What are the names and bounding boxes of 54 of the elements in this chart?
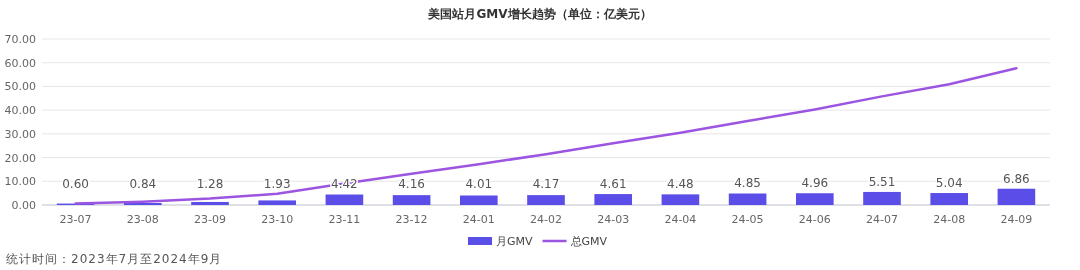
x-tick-label: 24-07 — [866, 213, 898, 226]
bar — [594, 194, 633, 205]
x-tick-label: 23-11 — [328, 213, 361, 226]
data-label: 4.17 — [532, 177, 560, 191]
bar — [527, 195, 565, 205]
x-tick-label: 24-01 — [462, 213, 495, 226]
y-tick-label: 40.00 — [4, 104, 36, 118]
y-tick-label: 0.00 — [11, 199, 36, 212]
y-tick-label: 60.00 — [4, 56, 36, 70]
data-label: 5.51 — [868, 174, 896, 189]
data-label: 1.28 — [196, 177, 224, 191]
bar — [258, 200, 297, 205]
data-label: 4.85 — [734, 176, 761, 191]
x-tick-label: 24-03 — [597, 213, 630, 226]
data-label: 1.93 — [263, 177, 291, 191]
data-label: 4.16 — [398, 177, 425, 191]
data-label: 4.61 — [599, 177, 627, 191]
x-tick-label: 23-12 — [395, 213, 428, 226]
x-tick-label: 24-09 — [1000, 213, 1033, 226]
legend-label: 月GMV — [496, 235, 534, 248]
x-tick-label: 24-05 — [731, 213, 764, 226]
y-tick-label: 30.00 — [4, 127, 36, 141]
bar — [997, 188, 1036, 205]
x-tick-label: 23-09 — [194, 213, 226, 226]
x-tick-label: 23-07 — [59, 213, 92, 226]
y-tick-label: 10.00 — [4, 175, 36, 189]
x-tick-label: 24-06 — [798, 213, 831, 226]
data-label: 4.48 — [667, 177, 694, 191]
data-label: 0.84 — [129, 177, 157, 191]
data-label: 5.04 — [935, 176, 963, 191]
x-tick-label: 24-08 — [933, 213, 966, 226]
data-label: 4.96 — [801, 176, 829, 191]
text: 统计时间：2023年7月至2024年9月 — [6, 252, 223, 266]
bar — [459, 195, 498, 205]
x-tick-label: 24-04 — [664, 213, 697, 226]
data-label: 4.01 — [465, 177, 493, 191]
bar — [930, 193, 969, 205]
chart-title: 美国站月GMV增长趋势（单位：亿美元） — [427, 7, 652, 21]
bar — [728, 193, 767, 205]
y-tick-label: 70.00 — [4, 33, 36, 46]
bar — [191, 201, 229, 205]
x-tick-label: 23-08 — [126, 213, 159, 226]
bar — [661, 194, 700, 205]
bar — [392, 195, 431, 205]
data-label: 0.60 — [62, 177, 89, 191]
legend-label: 总GMV — [569, 235, 608, 248]
bar — [863, 191, 901, 205]
y-tick-label: 50.00 — [4, 80, 36, 94]
bar — [795, 193, 834, 205]
y-tick-label: 20.00 — [4, 151, 36, 165]
data-label: 6.86 — [1003, 171, 1030, 186]
bar — [325, 194, 364, 205]
x-tick-label: 23-10 — [261, 213, 294, 226]
x-tick-label: 24-02 — [530, 213, 562, 226]
